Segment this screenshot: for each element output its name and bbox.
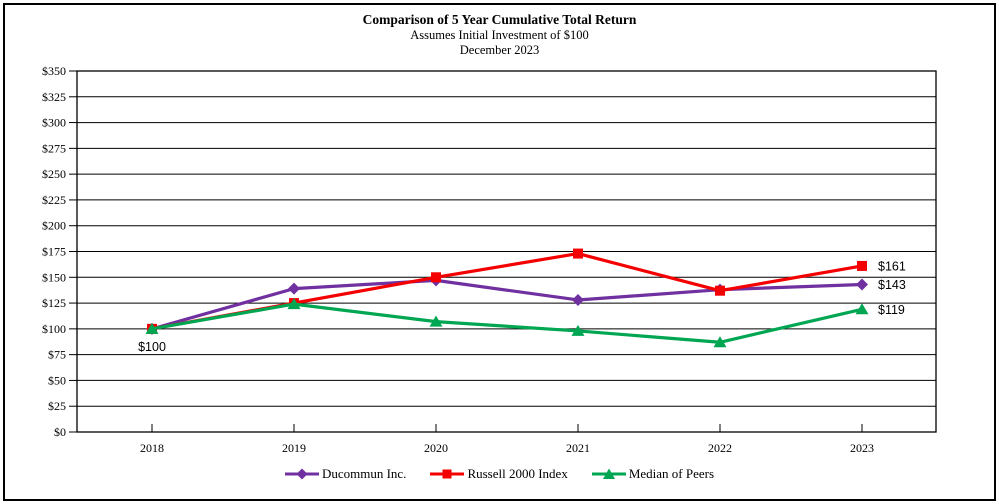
- legend-label: Median of Peers: [628, 466, 715, 481]
- x-tick-label: 2023: [850, 441, 874, 455]
- triangle-legend-marker-icon: [591, 468, 626, 479]
- y-tick-label: $125: [42, 296, 66, 310]
- gridlines: [69, 70, 936, 433]
- x-tick-label: 2022: [708, 441, 732, 455]
- plot-border: [76, 70, 937, 433]
- y-tick-label: $200: [42, 219, 66, 233]
- y-tick-label: $100: [42, 322, 66, 336]
- series-line-median-of-peers: [151, 302, 863, 344]
- end-value-label: $161: [878, 259, 906, 273]
- y-tick-label: $350: [42, 64, 66, 78]
- y-tick-label: $325: [42, 90, 66, 104]
- y-tick-label: $0: [54, 425, 66, 439]
- square-marker: [573, 248, 583, 259]
- y-tick-label: $175: [42, 245, 66, 259]
- chart-title-block: Comparison of 5 Year Cumulative Total Re…: [0, 12, 999, 57]
- legend-label: Russell 2000 Index: [467, 466, 568, 481]
- triangle-marker: [145, 322, 159, 334]
- diamond-legend-marker-icon: [284, 468, 319, 480]
- y-tick-label: $150: [42, 270, 66, 284]
- y-tick-label: $75: [48, 348, 66, 362]
- chart-subtitle-date: December 2023: [459, 42, 540, 57]
- end-value-label: $143: [878, 278, 906, 292]
- x-tick-label: 2021: [566, 441, 590, 455]
- triangle-marker: [571, 324, 585, 336]
- square-marker: [431, 272, 441, 283]
- y-tick-label: $300: [42, 116, 66, 130]
- diamond-marker: [856, 278, 868, 291]
- legend-label: Ducommun Inc.: [321, 466, 407, 481]
- y-tick-label: $50: [48, 373, 66, 387]
- series-median-of-peers: [145, 298, 869, 348]
- triangle-marker: [713, 336, 727, 348]
- diamond-marker: [288, 282, 300, 295]
- legend-item-median-of-peers: Median of Peers: [591, 466, 715, 482]
- diamond-marker: [572, 293, 584, 306]
- y-tick-label: $275: [42, 141, 66, 155]
- chart-title: Comparison of 5 Year Cumulative Total Re…: [362, 12, 637, 27]
- data-labels: $100 $143 $161 $119: [138, 259, 906, 353]
- square-legend-marker-icon: [430, 469, 465, 479]
- start-value-label: $100: [138, 340, 166, 354]
- y-tick-label: $225: [42, 193, 66, 207]
- triangle-marker: [855, 303, 869, 315]
- chart-legend: Ducommun Inc. Russell 2000 Index Median of…: [0, 466, 999, 482]
- x-axis-labels: 2018 2019 2020 2021 2022 2023: [140, 424, 874, 455]
- x-tick-label: 2019: [282, 441, 306, 455]
- y-tick-label: $250: [42, 167, 66, 181]
- triangle-marker: [287, 298, 301, 310]
- end-value-label: $119: [878, 303, 905, 317]
- triangle-marker: [429, 315, 443, 327]
- legend-item-ducommun-inc: Ducommun Inc.: [284, 466, 407, 482]
- y-tick-label: $25: [48, 399, 66, 413]
- y-axis-labels: $0 $25 $50 $75 $100 $125 $150 $175 $200 $225 $250 $…: [42, 64, 66, 439]
- legend-item-russell-2000-index: Russell 2000 Index: [430, 466, 568, 482]
- square-marker: [857, 260, 867, 271]
- x-tick-label: 2020: [424, 441, 448, 455]
- x-tick-label: 2018: [140, 441, 164, 455]
- series-line-ducommun-inc: [151, 278, 863, 331]
- square-marker: [715, 285, 725, 296]
- chart-subtitle-investment: Assumes Initial Investment of $100: [410, 27, 589, 42]
